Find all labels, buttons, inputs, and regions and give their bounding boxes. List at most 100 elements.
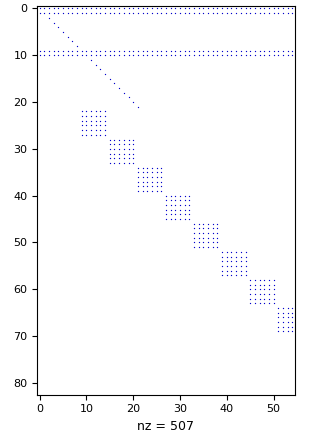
Point: [65, 10, 70, 17]
Point: [243, 5, 248, 12]
Point: [56, 52, 61, 59]
Point: [173, 10, 178, 17]
Point: [93, 122, 98, 129]
Point: [84, 108, 89, 115]
Point: [205, 244, 211, 251]
Point: [238, 5, 243, 12]
Point: [168, 211, 173, 218]
Point: [247, 5, 253, 12]
Point: [60, 10, 65, 17]
Point: [37, 10, 42, 17]
Point: [93, 117, 98, 124]
Point: [163, 211, 169, 218]
Point: [266, 300, 272, 307]
Point: [210, 239, 215, 246]
Point: [201, 225, 206, 232]
Point: [252, 295, 257, 302]
Point: [163, 197, 169, 204]
Point: [149, 187, 154, 194]
Point: [196, 229, 201, 236]
Point: [290, 10, 295, 17]
Point: [262, 277, 267, 284]
Point: [163, 206, 169, 213]
Point: [79, 122, 84, 129]
Point: [121, 155, 126, 162]
Point: [168, 47, 173, 54]
Point: [103, 108, 108, 115]
Point: [112, 80, 117, 87]
Point: [224, 10, 230, 17]
Point: [131, 136, 136, 143]
Point: [247, 10, 253, 17]
Point: [252, 52, 257, 59]
Point: [252, 47, 257, 54]
Point: [159, 187, 164, 194]
Point: [84, 132, 89, 139]
Point: [271, 300, 276, 307]
Point: [266, 52, 272, 59]
Point: [173, 215, 178, 222]
Point: [60, 52, 65, 59]
Point: [89, 127, 94, 134]
Point: [257, 47, 262, 54]
Point: [205, 234, 211, 241]
Point: [93, 108, 98, 115]
Point: [159, 183, 164, 190]
Point: [224, 272, 230, 279]
Point: [252, 286, 257, 293]
Point: [220, 47, 225, 54]
Point: [60, 47, 65, 54]
Point: [201, 220, 206, 227]
Point: [93, 10, 98, 17]
Point: [205, 239, 211, 246]
Point: [210, 10, 215, 17]
Point: [224, 258, 230, 265]
Point: [89, 117, 94, 124]
Point: [131, 47, 136, 54]
Point: [163, 215, 169, 222]
Point: [243, 267, 248, 274]
Point: [247, 295, 253, 302]
Point: [74, 5, 80, 12]
Point: [262, 281, 267, 288]
Point: [229, 267, 234, 274]
Point: [140, 10, 145, 17]
Point: [224, 47, 230, 54]
Point: [149, 164, 154, 171]
Point: [276, 323, 281, 330]
Point: [159, 164, 164, 171]
Point: [56, 47, 61, 54]
Point: [159, 5, 164, 12]
Point: [178, 192, 183, 199]
Point: [145, 5, 150, 12]
Point: [145, 183, 150, 190]
Point: [285, 319, 290, 326]
Point: [252, 291, 257, 298]
Point: [140, 187, 145, 194]
Point: [51, 19, 56, 26]
Point: [234, 47, 239, 54]
Point: [276, 47, 281, 54]
Point: [103, 132, 108, 139]
Point: [60, 28, 65, 35]
Point: [178, 215, 183, 222]
Point: [37, 47, 42, 54]
Point: [74, 42, 80, 49]
Point: [192, 239, 197, 246]
Point: [182, 197, 187, 204]
Point: [266, 277, 272, 284]
Point: [252, 5, 257, 12]
Point: [196, 234, 201, 241]
Point: [154, 5, 159, 12]
Point: [220, 258, 225, 265]
Point: [98, 113, 103, 120]
Point: [126, 5, 131, 12]
Point: [243, 10, 248, 17]
Point: [140, 183, 145, 190]
Point: [84, 117, 89, 124]
Point: [178, 211, 183, 218]
Point: [266, 5, 272, 12]
Point: [234, 10, 239, 17]
Point: [93, 127, 98, 134]
Point: [276, 52, 281, 59]
